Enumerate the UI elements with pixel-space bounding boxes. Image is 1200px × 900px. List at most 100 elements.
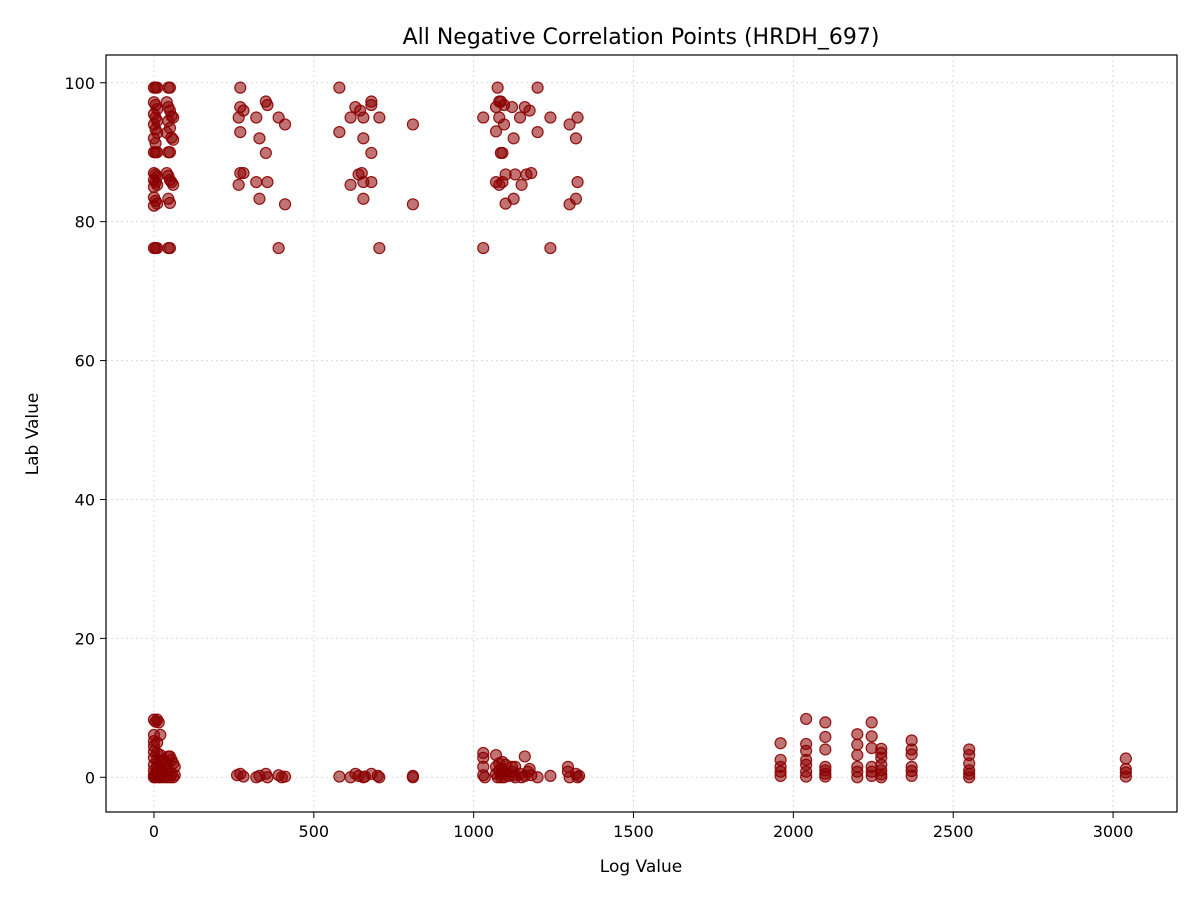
data-point xyxy=(278,198,292,211)
data-point xyxy=(168,769,181,782)
chart-title: All Negative Correlation Points (HRDH_69… xyxy=(403,25,880,50)
data-point xyxy=(373,241,386,255)
data-point xyxy=(563,118,576,131)
data-point xyxy=(333,125,346,139)
data-point xyxy=(157,753,170,767)
data-point xyxy=(406,198,420,211)
data-point xyxy=(478,771,491,784)
data-point xyxy=(544,241,557,255)
data-point xyxy=(518,750,531,763)
data-point xyxy=(365,175,378,189)
data-point xyxy=(167,133,180,146)
y-tick-label: 40 xyxy=(75,490,95,509)
data-point xyxy=(800,712,813,726)
data-point xyxy=(851,738,864,751)
data-points xyxy=(147,81,1132,784)
data-point xyxy=(571,175,584,189)
data-point xyxy=(851,771,864,784)
data-point xyxy=(357,111,370,124)
data-point xyxy=(261,175,274,189)
y-tick-label: 60 xyxy=(75,352,95,371)
data-point xyxy=(237,770,250,783)
data-point xyxy=(774,769,787,782)
x-tick-label: 2000 xyxy=(773,822,814,841)
x-tick-label: 2500 xyxy=(933,822,974,841)
data-point xyxy=(147,180,161,194)
data-point xyxy=(163,146,177,159)
data-point xyxy=(875,771,888,784)
data-point xyxy=(232,178,245,191)
data-point xyxy=(497,118,511,131)
data-point xyxy=(152,716,165,729)
data-point xyxy=(278,770,292,783)
data-point xyxy=(234,81,247,94)
data-point xyxy=(905,748,918,761)
data-point xyxy=(151,81,164,94)
data-point xyxy=(406,118,420,131)
data-point xyxy=(905,769,918,782)
data-point xyxy=(261,98,274,112)
data-point xyxy=(278,118,292,131)
x-tick-label: 1500 xyxy=(613,822,654,841)
data-point xyxy=(151,241,164,255)
data-point xyxy=(496,146,509,160)
data-point xyxy=(344,178,357,191)
data-point xyxy=(151,146,164,159)
data-point xyxy=(477,111,490,124)
data-point xyxy=(491,81,504,94)
data-point xyxy=(344,111,357,124)
x-tick-label: 0 xyxy=(149,822,159,841)
data-point xyxy=(513,111,527,124)
y-tick-label: 100 xyxy=(64,74,95,93)
data-point xyxy=(234,125,247,139)
data-point xyxy=(865,716,878,729)
data-point xyxy=(333,770,346,783)
x-axis-label: Log Value xyxy=(600,857,682,877)
data-point xyxy=(851,728,864,741)
data-point xyxy=(406,769,420,782)
data-point xyxy=(1119,770,1132,783)
data-point xyxy=(167,178,180,191)
data-point xyxy=(544,111,557,124)
data-point xyxy=(163,81,177,94)
data-point xyxy=(259,146,272,160)
plot-frame xyxy=(105,54,1178,813)
data-point xyxy=(569,132,583,145)
data-point xyxy=(525,166,538,180)
data-point xyxy=(365,146,378,160)
data-point xyxy=(507,192,520,205)
data-point xyxy=(509,168,522,181)
y-tick-label: 80 xyxy=(75,213,95,232)
x-tick-label: 1000 xyxy=(453,822,494,841)
data-point xyxy=(569,192,583,205)
data-point xyxy=(544,769,557,782)
data-point xyxy=(489,125,503,138)
data-point xyxy=(237,166,250,180)
data-point xyxy=(365,98,378,112)
data-point xyxy=(800,770,813,783)
data-point xyxy=(147,199,161,212)
data-point xyxy=(272,241,285,255)
x-tick-label: 500 xyxy=(299,822,330,841)
data-point xyxy=(515,178,528,191)
data-point xyxy=(261,771,274,784)
data-point xyxy=(357,192,370,205)
data-point xyxy=(571,111,584,124)
data-point xyxy=(507,132,520,145)
data-point xyxy=(250,111,263,124)
data-point xyxy=(963,771,976,784)
data-point xyxy=(774,737,787,750)
data-point xyxy=(523,104,536,117)
data-point xyxy=(573,769,586,782)
y-axis-label: Lab Value xyxy=(23,393,43,476)
data-point xyxy=(851,748,864,762)
data-point xyxy=(163,196,177,210)
data-point xyxy=(531,125,544,139)
data-point xyxy=(373,771,386,784)
y-tick-label: 0 xyxy=(85,768,95,787)
data-point xyxy=(373,111,386,124)
data-point xyxy=(819,730,832,744)
